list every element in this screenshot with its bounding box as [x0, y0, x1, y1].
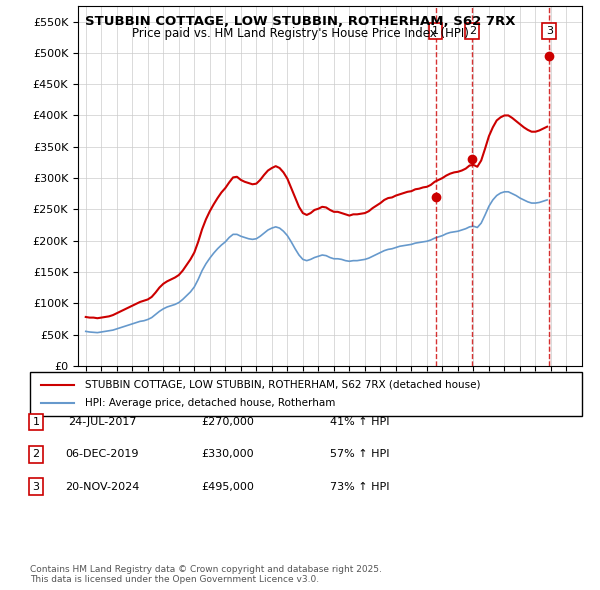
Text: HPI: Average price, detached house, Rotherham: HPI: Average price, detached house, Roth…: [85, 398, 335, 408]
Text: 1: 1: [432, 26, 439, 36]
Text: 24-JUL-2017: 24-JUL-2017: [68, 417, 136, 427]
Text: 2: 2: [469, 26, 476, 36]
Text: 20-NOV-2024: 20-NOV-2024: [65, 482, 139, 491]
FancyBboxPatch shape: [30, 372, 582, 416]
Text: Price paid vs. HM Land Registry's House Price Index (HPI): Price paid vs. HM Land Registry's House …: [131, 27, 469, 40]
Text: STUBBIN COTTAGE, LOW STUBBIN, ROTHERHAM, S62 7RX (detached house): STUBBIN COTTAGE, LOW STUBBIN, ROTHERHAM,…: [85, 380, 481, 390]
Text: 3: 3: [546, 26, 553, 36]
Bar: [549, 6, 551, 366]
Text: 06-DEC-2019: 06-DEC-2019: [65, 450, 139, 459]
Text: £330,000: £330,000: [202, 450, 254, 459]
Text: 3: 3: [32, 482, 40, 491]
Text: STUBBIN COTTAGE, LOW STUBBIN, ROTHERHAM, S62 7RX: STUBBIN COTTAGE, LOW STUBBIN, ROTHERHAM,…: [85, 15, 515, 28]
Text: Contains HM Land Registry data © Crown copyright and database right 2025.
This d: Contains HM Land Registry data © Crown c…: [30, 565, 382, 584]
Text: £495,000: £495,000: [202, 482, 254, 491]
Text: 41% ↑ HPI: 41% ↑ HPI: [330, 417, 390, 427]
Text: £270,000: £270,000: [202, 417, 254, 427]
Text: 2: 2: [32, 450, 40, 459]
Text: 73% ↑ HPI: 73% ↑ HPI: [330, 482, 390, 491]
Text: 1: 1: [32, 417, 40, 427]
Text: 57% ↑ HPI: 57% ↑ HPI: [330, 450, 390, 459]
